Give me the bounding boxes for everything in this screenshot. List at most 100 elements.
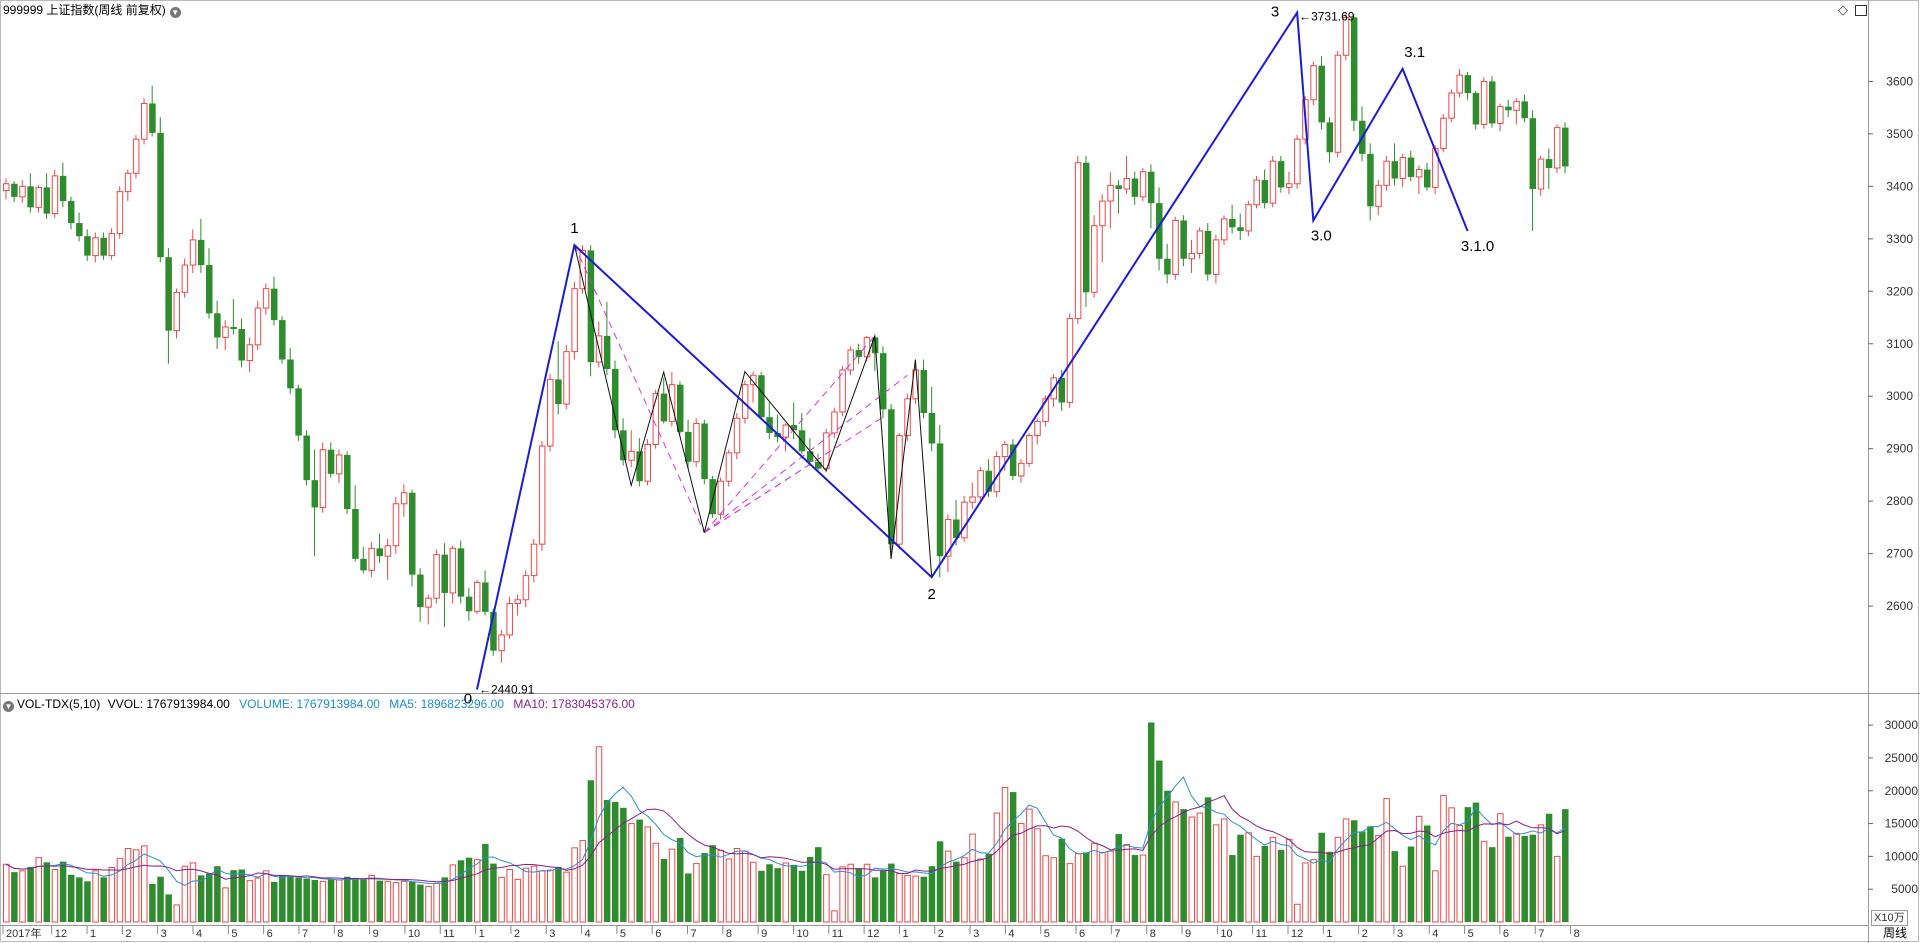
candle-down [344,454,351,510]
candle-up [1294,138,1301,185]
volume-bar-down [879,870,887,922]
candle-down [360,558,367,571]
volume-bar-up [1415,815,1423,923]
price-tick-label: 3600 [1886,74,1913,88]
volume-bar-down [985,853,993,922]
volume-bar-up [92,870,99,923]
candle-up [961,501,968,539]
candle-up [1440,117,1447,150]
candle-down [1391,161,1399,179]
month-tick-label: 8 [1150,928,1156,940]
candle-down [1131,178,1139,197]
volume-bar-up [319,880,327,923]
volume-bar-down [311,880,319,922]
volume-bar-up [189,862,197,923]
chevron-down-icon[interactable]: ▼ [3,701,14,712]
candle-down [1472,92,1480,125]
month-tick-label: 6 [655,928,661,940]
volume-bar-down [1424,825,1431,922]
candle-down [766,417,773,433]
month-tick-label: 3 [1397,928,1403,940]
candle-down [1424,169,1431,188]
candle-up [1342,16,1350,56]
volume-bar-down [798,870,806,922]
candle-down [1204,230,1212,275]
volume-bar-up [733,848,741,923]
candle-down [303,435,310,481]
candle-down [1350,17,1358,121]
volume-bar-down [758,870,765,922]
candle-up [262,288,270,309]
candle-down [206,265,213,314]
volume-bar-down [360,879,367,922]
volume-bar-down [409,881,416,922]
volume-bar-up [173,904,181,923]
volume-bar-up [1139,854,1147,923]
volume-bar-up [668,848,676,923]
candle-up [1018,462,1025,477]
candle-up [1310,65,1317,101]
month-tick-label: 3 [549,928,555,940]
month-tick-label: 7 [302,928,308,940]
volume-bar-up [132,849,140,923]
volume-bar-down [587,780,595,922]
volume-bar-up [595,746,603,923]
diamond-icon[interactable]: ◇ [1838,2,1848,17]
month-tick-label: 9 [373,928,379,940]
price-tick-label: 2900 [1886,442,1913,456]
candle-down [1156,203,1163,259]
volume-bar-up [961,857,968,923]
volume-bar-up [1342,818,1350,923]
volume-bar-down [1009,792,1017,922]
volume-bar-up [782,862,790,923]
volume-bar-down [1359,831,1366,922]
volume-bar-up [644,826,651,923]
volume-bar-down [701,853,708,922]
volume-bar-down [1326,851,1334,922]
candle-up [3,183,10,192]
candle-up [1172,219,1179,276]
volume-bar-up [1018,823,1025,923]
month-tick-label: 6 [267,928,273,940]
volume-bar-down [490,863,497,922]
candle-down [1488,81,1496,124]
candle-down [660,393,668,422]
wave-line [476,9,1469,690]
month-tick-label: 7 [691,928,697,940]
candle-up [1188,253,1196,260]
chevron-down-icon[interactable]: ▼ [169,7,181,18]
candle-up [563,351,570,405]
volume-bar-up [725,858,733,923]
volume-bar-up [1448,807,1455,923]
panel-toggle-icon[interactable] [1855,5,1867,16]
price-tick-label: 2700 [1886,547,1913,561]
candle-up [1253,179,1260,206]
candle-down [855,350,863,357]
chart-title[interactable]: 999999 上证指数(周线 前复权) ▼ [3,3,181,18]
month-tick-label: 2 [514,928,520,940]
volume-bar-down [100,877,107,922]
volume-bar-up [1050,857,1057,923]
wave-label: 3 [1271,4,1279,21]
period-label[interactable]: 周线 [1883,926,1908,940]
volume-bar-up [473,859,481,923]
volume-bar-up [896,872,903,923]
volume-bar-up [977,858,984,923]
candle-down [441,554,448,593]
month-tick-label: 2017年 [6,926,41,940]
volume-bar-up [1513,832,1520,923]
volume-bar-up [1456,825,1463,923]
volume-bar-up [141,845,148,923]
candle-down [879,353,887,410]
volume-bar-down [327,879,335,922]
volume-bar-down [270,881,278,922]
candle-down [279,320,286,360]
volume-tick-label: 25000 [1885,751,1919,765]
volume-bar-up [1066,863,1074,923]
candle-down [376,548,384,557]
month-tick-label: 8 [1574,928,1580,940]
volume-bar-down [376,880,384,922]
volume-bar-down [1277,849,1285,922]
candle-up [1123,178,1131,190]
